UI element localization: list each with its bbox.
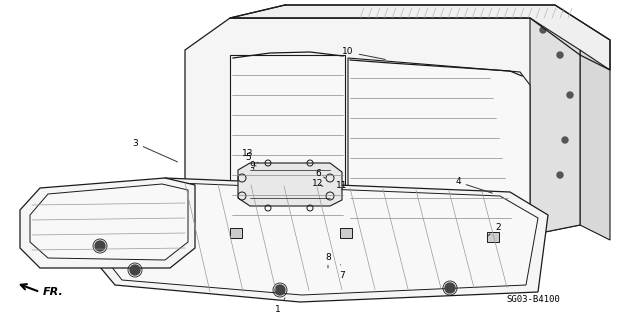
Polygon shape — [340, 228, 352, 238]
Circle shape — [567, 92, 573, 98]
Polygon shape — [530, 18, 580, 235]
Circle shape — [557, 52, 563, 58]
Circle shape — [95, 241, 105, 251]
Circle shape — [562, 137, 568, 143]
Text: 10: 10 — [342, 48, 385, 59]
Polygon shape — [185, 18, 580, 235]
Polygon shape — [230, 5, 610, 70]
Text: 6: 6 — [315, 168, 325, 178]
Text: 1: 1 — [275, 298, 285, 314]
Text: 7: 7 — [339, 265, 345, 279]
Polygon shape — [100, 183, 538, 295]
Text: 11: 11 — [336, 181, 348, 190]
Circle shape — [557, 172, 563, 178]
Polygon shape — [230, 55, 345, 228]
Text: 2: 2 — [487, 224, 501, 236]
Circle shape — [275, 285, 285, 295]
Polygon shape — [238, 163, 342, 206]
Circle shape — [540, 27, 546, 33]
Polygon shape — [348, 58, 530, 235]
Text: 12: 12 — [312, 179, 324, 188]
Polygon shape — [20, 178, 195, 268]
Text: 9: 9 — [249, 160, 255, 169]
Text: 5: 5 — [245, 153, 256, 166]
Polygon shape — [230, 228, 242, 238]
Text: 4: 4 — [455, 177, 492, 193]
Text: 8: 8 — [325, 254, 331, 268]
Polygon shape — [90, 178, 548, 302]
Polygon shape — [487, 232, 499, 242]
Text: 3: 3 — [132, 138, 177, 162]
Text: FR.: FR. — [43, 287, 64, 297]
Text: SG03-B4100: SG03-B4100 — [506, 295, 560, 305]
Polygon shape — [30, 184, 188, 260]
Circle shape — [130, 265, 140, 275]
Polygon shape — [580, 50, 610, 240]
Circle shape — [445, 283, 455, 293]
Text: 13: 13 — [243, 149, 258, 163]
